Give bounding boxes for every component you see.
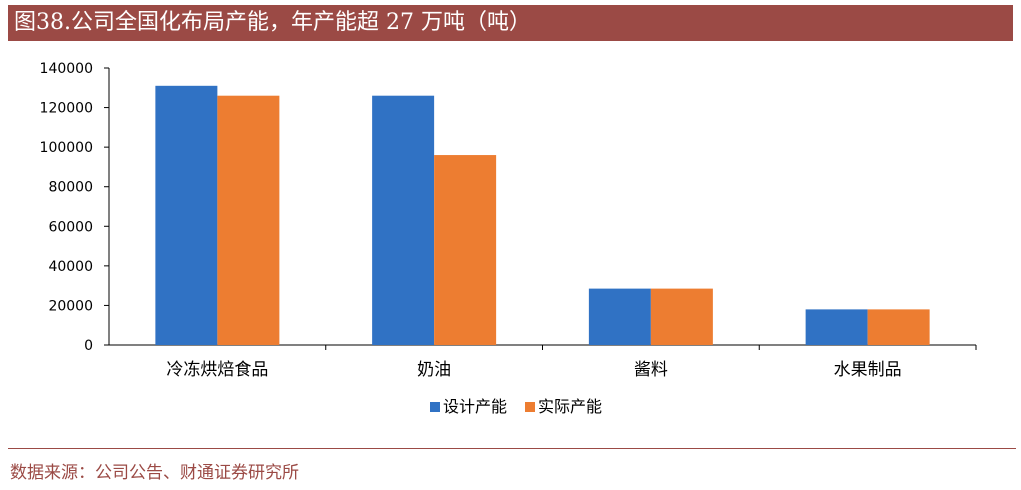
x-category-label: 奶油 [417,360,451,380]
legend-label: 实际产能 [538,397,602,416]
bar-design [588,288,651,345]
y-tick-label: 140000 [40,61,93,77]
y-tick-label: 60000 [48,219,93,235]
y-tick-label: 40000 [48,259,93,275]
x-category-label: 酱料 [634,360,668,380]
bar-actual [217,95,280,345]
footer-divider [8,448,1016,449]
y-tick-label: 100000 [40,140,93,156]
y-tick-label: 120000 [40,101,93,117]
y-tick-label: 80000 [48,180,93,196]
source-note: 数据来源：公司公告、财通证券研究所 [10,463,299,483]
bar-actual [867,309,930,345]
bar-actual [650,288,713,345]
bar-design [155,85,218,346]
legend-label: 设计产能 [443,397,507,416]
bar-actual [434,155,497,345]
bar-chart: 0 20000 40000 60000 80000 100000 120000 140000 冷… [40,61,977,416]
figure-title: 图38.公司全国化布局产能，年产能超 27 万吨（吨） [8,5,1013,41]
y-tick-label: 0 [84,338,93,354]
x-category-label: 冷冻烘焙食品 [166,360,268,380]
x-category-label: 水果制品 [834,360,902,380]
legend-swatch [525,402,535,412]
y-tick-label: 20000 [48,298,93,314]
legend-swatch [430,402,440,412]
bar-design [372,95,435,345]
chart-area: 0 20000 40000 60000 80000 100000 120000 140000 冷… [0,45,1021,445]
bar-design [805,309,868,345]
